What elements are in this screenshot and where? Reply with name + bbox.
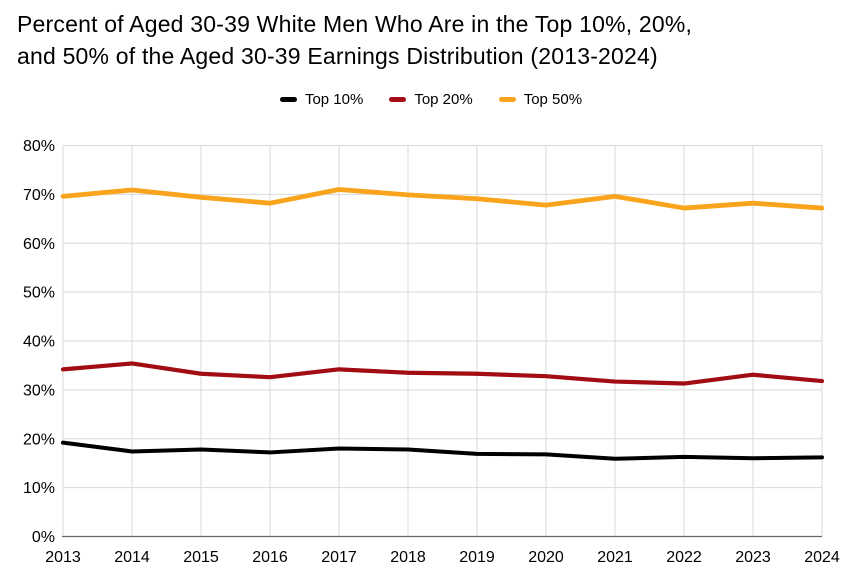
legend-swatch-top-20-icon xyxy=(389,97,407,102)
series-line-top-10- xyxy=(61,440,824,461)
legend: Top 10% Top 20% Top 50% xyxy=(0,91,862,108)
x-tick-label: 2014 xyxy=(114,549,150,566)
chart-title-line2: and 50% of the Aged 30-39 Earnings Distr… xyxy=(17,43,658,69)
series-line-top-20- xyxy=(60,361,825,386)
y-tick-label: 20% xyxy=(23,431,55,448)
y-tick-label: 60% xyxy=(23,236,55,253)
y-tick-label: 40% xyxy=(23,334,55,351)
series-line-top-50- xyxy=(60,187,825,211)
x-tick-label: 2017 xyxy=(321,549,357,566)
legend-swatch-top-10-icon xyxy=(279,97,297,102)
x-tick-label: 2020 xyxy=(528,549,564,566)
legend-swatch-top-50-icon xyxy=(498,97,516,102)
y-tick-label: 70% xyxy=(23,187,55,204)
legend-item-top-10: Top 10% xyxy=(279,91,364,108)
x-tick-label: 2018 xyxy=(390,549,426,566)
x-tick-label: 2023 xyxy=(735,549,771,566)
x-tick-label: 2019 xyxy=(459,549,495,566)
x-tick-label: 2016 xyxy=(252,549,288,566)
chart-title: Percent of Aged 30-39 White Men Who Are … xyxy=(17,8,692,72)
legend-label-top-50: Top 50% xyxy=(523,91,583,108)
y-tick-label: 50% xyxy=(23,285,55,302)
chart-title-line1: Percent of Aged 30-39 White Men Who Are … xyxy=(17,11,693,37)
x-tick-label: 2015 xyxy=(183,549,219,566)
x-tick-label: 2024 xyxy=(804,549,840,566)
x-tick-label: 2021 xyxy=(597,549,633,566)
legend-label-top-20: Top 20% xyxy=(414,91,473,108)
y-tick-label: 80% xyxy=(23,138,55,155)
legend-item-top-20: Top 20% xyxy=(389,91,473,108)
legend-item-top-50: Top 50% xyxy=(498,91,583,108)
x-tick-label: 2013 xyxy=(45,549,81,566)
y-tick-label: 10% xyxy=(23,480,55,497)
y-tick-label: 0% xyxy=(32,529,55,546)
legend-label-top-10: Top 10% xyxy=(304,91,364,108)
y-tick-label: 30% xyxy=(23,382,55,399)
x-tick-label: 2022 xyxy=(666,549,702,566)
